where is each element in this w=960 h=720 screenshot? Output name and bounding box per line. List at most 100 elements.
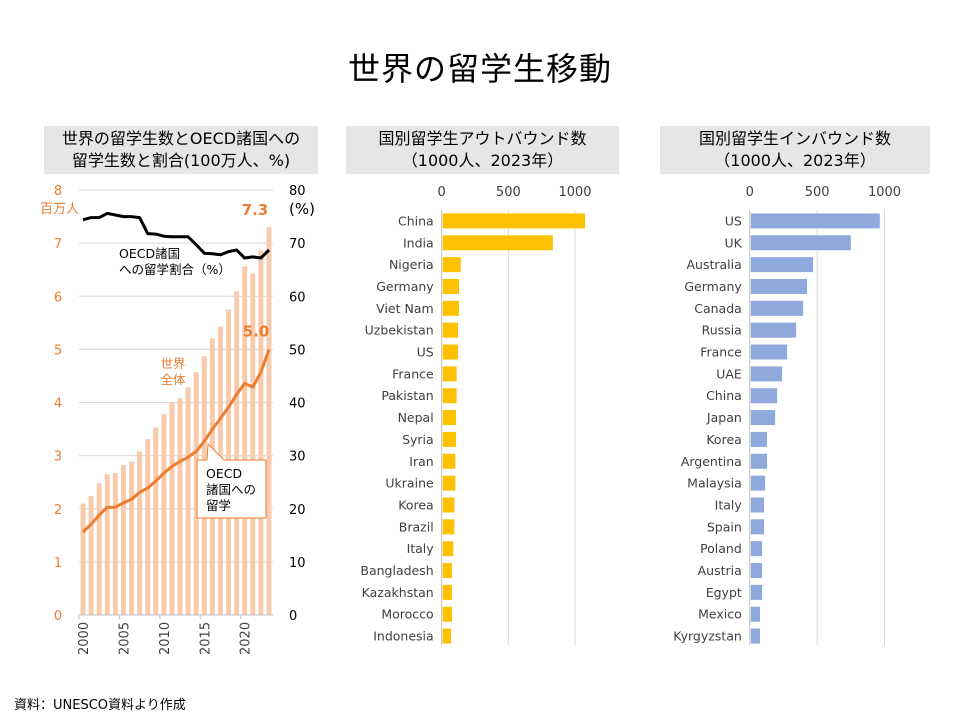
- outbound-bar: [442, 322, 458, 338]
- left-axis-tick: 7: [54, 237, 62, 252]
- world-bar: [137, 451, 143, 615]
- outbound-bar: [442, 235, 553, 251]
- inbound-category-label: US: [725, 213, 742, 228]
- world-last-value-label: 7.3: [242, 201, 269, 219]
- inbound-bar: [750, 278, 808, 294]
- outbound-category-label: India: [403, 235, 434, 250]
- inbound-bar: [750, 475, 766, 491]
- outbound-category-label: Nepal: [398, 410, 434, 425]
- world-bar-label: 全体: [160, 372, 186, 387]
- inbound-bar: [750, 431, 768, 447]
- outbound-category-label: Bangladesh: [360, 563, 433, 578]
- share-line-label: OECD諸国: [119, 246, 180, 261]
- world-bar: [193, 372, 199, 615]
- inbound-axis-tick: 1000: [868, 185, 901, 200]
- inbound-bar: [750, 628, 761, 644]
- inbound-category-label: Mexico: [698, 607, 742, 622]
- outbound-category-label: Nigeria: [389, 257, 434, 272]
- inbound-bar: [750, 257, 814, 273]
- right-axis-tick: 40: [289, 397, 306, 412]
- outbound-category-label: Kazakhstan: [362, 585, 434, 600]
- inbound-category-label: France: [700, 345, 742, 360]
- oecd-callout-text: 諸国への: [206, 482, 256, 497]
- outbound-bar: [442, 344, 458, 360]
- outbound-category-label: Indonesia: [373, 629, 433, 644]
- oecd-last-value-label: 5.0: [243, 322, 270, 340]
- world-bar: [88, 496, 94, 615]
- inbound-category-label: Australia: [687, 257, 742, 272]
- outbound-category-label: Uzbekistan: [365, 323, 434, 338]
- outbound-category-label: US: [417, 345, 434, 360]
- inbound-category-label: Russia: [702, 323, 742, 338]
- inbound-bar: [750, 213, 880, 229]
- world-bar: [242, 266, 248, 615]
- inbound-bar: [750, 497, 765, 513]
- x-axis-tick: 2000: [77, 622, 92, 655]
- share-line-label: への留学割合（%）: [119, 262, 231, 277]
- left-axis-unit: 百万人: [40, 202, 79, 217]
- world-bar: [96, 483, 102, 615]
- right-axis-tick: 30: [289, 450, 306, 465]
- right-axis-tick: 0: [289, 609, 297, 624]
- outbound-category-label: Brazil: [399, 519, 434, 534]
- world-bar-label: 世界: [160, 356, 186, 371]
- inbound-bar: [750, 453, 768, 469]
- right-axis-tick: 80: [289, 184, 306, 199]
- outbound-bar: [442, 300, 460, 316]
- inbound-category-label: Spain: [707, 519, 742, 534]
- world-bar: [161, 414, 167, 615]
- outbound-bar: [442, 628, 452, 644]
- inbound-bar: [750, 563, 763, 579]
- page-title: 世界の留学生移動: [347, 50, 612, 88]
- outbound-bar: [442, 519, 455, 535]
- inbound-bar: [750, 541, 763, 557]
- outbound-category-label: France: [392, 366, 434, 381]
- outbound-panel-title-line1: 国別留学生アウトバウンド数: [378, 129, 587, 148]
- world-bar: [120, 465, 126, 615]
- outbound-bar: [442, 453, 456, 469]
- x-axis-tick: 2005: [117, 622, 132, 655]
- right-axis-tick: 50: [289, 343, 306, 358]
- right-axis-tick: 60: [289, 290, 306, 305]
- oecd-share-line: [82, 211, 271, 260]
- world-bar: [169, 402, 175, 615]
- outbound-axis-tick: 1000: [558, 185, 591, 200]
- left-axis-tick: 8: [54, 184, 62, 199]
- inbound-bar: [750, 366, 783, 382]
- left-axis-tick: 5: [54, 343, 62, 358]
- world-bar: [258, 250, 264, 615]
- right-axis-tick: 20: [289, 503, 306, 518]
- outbound-bar: [442, 213, 585, 229]
- inbound-category-label: Kyrgyzstan: [673, 629, 742, 644]
- outbound-category-label: Ukraine: [385, 476, 434, 491]
- x-axis-tick: 2015: [198, 622, 213, 655]
- oecd-callout-text: 留学: [206, 498, 231, 513]
- outbound-axis-tick: 0: [438, 185, 446, 200]
- inbound-bar: [750, 235, 851, 251]
- inbound-category-label: UK: [724, 235, 742, 250]
- inbound-category-label: Italy: [715, 497, 743, 512]
- outbound-bar: [442, 278, 460, 294]
- world-bar: [104, 474, 110, 615]
- world-bar: [234, 291, 240, 615]
- inbound-axis-tick: 0: [746, 185, 754, 200]
- oecd-callout-text: OECD: [206, 466, 242, 481]
- inbound-bar: [750, 344, 788, 360]
- left-axis-tick: 2: [54, 503, 62, 518]
- left-panel-title-line2: 留学生数と割合(100万人、%): [71, 151, 291, 170]
- outbound-category-label: Italy: [407, 541, 435, 556]
- outbound-panel-title-line2: （1000人、2023年）: [401, 151, 564, 170]
- right-axis-tick: 70: [289, 237, 306, 252]
- outbound-bar: [442, 563, 452, 579]
- inbound-bar: [750, 300, 804, 316]
- outbound-category-label: Korea: [398, 497, 433, 512]
- x-axis-tick: 2010: [158, 622, 173, 655]
- world-bar: [250, 273, 256, 615]
- world-bar: [185, 387, 191, 615]
- outbound-bar: [442, 366, 457, 382]
- left-axis-tick: 1: [54, 556, 62, 571]
- world-bar: [153, 427, 159, 615]
- outbound-axis-tick: 500: [496, 185, 521, 200]
